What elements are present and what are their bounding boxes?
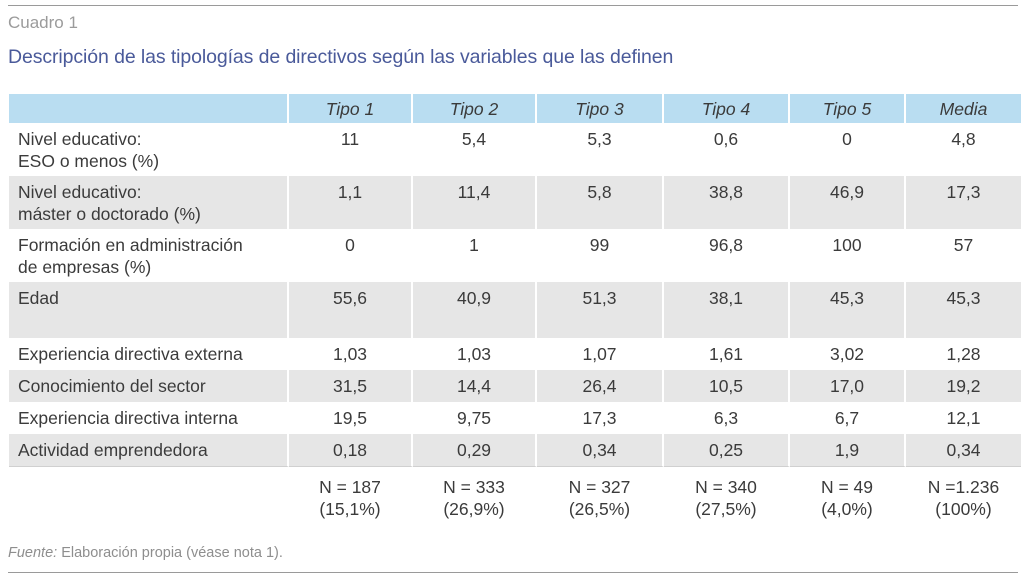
table-row: Nivel educativo: máster o doctorado (%) 1… — [9, 176, 1021, 229]
cell: 0,29 — [413, 434, 537, 466]
row-label: Conocimiento del sector — [9, 370, 289, 402]
cell: 0,34 — [906, 434, 1021, 466]
cell: 11,4 — [413, 176, 537, 229]
cell: 1,07 — [537, 338, 664, 370]
cell: 96,8 — [664, 229, 790, 282]
cell: 17,0 — [790, 370, 906, 402]
cell: 0,25 — [664, 434, 790, 466]
total-cell: N = 49 (4,0%) — [790, 466, 906, 526]
cell: 0,6 — [664, 123, 790, 176]
column-header: Tipo 3 — [537, 94, 664, 123]
cell: 1,28 — [946, 344, 981, 364]
typology-table: Tipo 1 Tipo 2 Tipo 3 Tipo 4 Tipo 5 Media… — [9, 94, 1021, 526]
cell: 38,8 — [664, 176, 790, 229]
cell: 45,3 — [906, 282, 1021, 338]
cell: 31,5 — [289, 370, 413, 402]
table-row: Formación en administración de empresas (… — [9, 229, 1021, 282]
header-corner — [9, 94, 289, 123]
cell: 1,1 — [289, 176, 413, 229]
table-row: Actividad emprendedora 0,18 0,29 0,34 0,… — [9, 434, 1021, 466]
top-rule — [8, 5, 1018, 6]
column-header: Tipo 4 — [664, 94, 790, 123]
cell: 10,5 — [664, 370, 790, 402]
cell: 0,34 — [537, 434, 664, 466]
table-title: Descripción de las tipologías de directi… — [8, 46, 674, 68]
row-label: Nivel educativo: ESO o menos (%) — [9, 123, 289, 176]
cell: 19,5 — [289, 402, 413, 434]
cell: 17,3 — [906, 176, 1021, 229]
cell: 11 — [289, 123, 413, 176]
cell: 55,6 — [289, 282, 413, 338]
total-cell: N = 187 (15,1%) — [289, 466, 413, 526]
row-label: Experiencia directiva interna — [9, 402, 289, 434]
cell: 99 — [537, 229, 664, 282]
cell: 4,8 — [951, 129, 976, 149]
cell: 17,3 — [537, 402, 664, 434]
cell: 6,7 — [790, 402, 906, 434]
column-header: Tipo 1 — [289, 94, 413, 123]
column-header: Media — [906, 94, 1021, 123]
row-label: Formación en administración de empresas (… — [9, 229, 289, 282]
cell: 40,9 — [413, 282, 537, 338]
cell: 0,18 — [289, 434, 413, 466]
cell: 1,9 — [790, 434, 906, 466]
cell: 6,3 — [664, 402, 790, 434]
cell: 26,4 — [537, 370, 664, 402]
bottom-rule — [8, 572, 1018, 573]
cell: 46,9 — [790, 176, 906, 229]
cell: 38,1 — [664, 282, 790, 338]
table-row: Experiencia directiva externa 1,03 1,03 … — [9, 338, 1021, 370]
cell: 100 — [790, 229, 906, 282]
cell: 3,02 — [790, 338, 906, 370]
row-label: Edad — [9, 282, 289, 338]
header-row: Tipo 1 Tipo 2 Tipo 3 Tipo 4 Tipo 5 Media — [9, 94, 1021, 123]
cell: 14,4 — [413, 370, 537, 402]
cell: 1,03 — [413, 338, 537, 370]
total-cell: N = 340 (27,5%) — [664, 466, 790, 526]
cell: 9,75 — [413, 402, 537, 434]
table-row: Experiencia directiva interna 19,5 9,75 … — [9, 402, 1021, 434]
table-row: Nivel educativo: ESO o menos (%) 11 5,4 5… — [9, 123, 1021, 176]
cell: 1,03 — [289, 338, 413, 370]
cell: 12,1 — [946, 408, 981, 428]
cell: 5,8 — [537, 176, 664, 229]
cell: 0 — [790, 123, 906, 176]
cell: 1,61 — [664, 338, 790, 370]
table-number: Cuadro 1 — [8, 13, 78, 32]
row-label: Nivel educativo: máster o doctorado (%) — [9, 176, 289, 229]
column-header: Tipo 5 — [790, 94, 906, 123]
total-cell: N = 333 (26,9%) — [413, 466, 537, 526]
source-text: Elaboración propia (véase nota 1). — [57, 545, 283, 561]
totals-row: N = 187 (15,1%) N = 333 (26,9%) N = 327 (26… — [9, 466, 1021, 526]
totals-label — [9, 466, 289, 526]
cell: 45,3 — [790, 282, 906, 338]
source-label: Fuente: — [8, 545, 58, 561]
cell: 51,3 — [537, 282, 664, 338]
row-label: Actividad emprendedora — [9, 434, 289, 466]
cell: 0 — [289, 229, 413, 282]
cell: 5,4 — [413, 123, 537, 176]
table-row: Edad 55,6 40,9 51,3 38,1 45,3 45,3 — [9, 282, 1021, 338]
source-note: Fuente: Elaboración propia (véase nota 1… — [8, 545, 283, 561]
cell: 57 — [953, 235, 974, 255]
table-row: Conocimiento del sector 31,5 14,4 26,4 1… — [9, 370, 1021, 402]
cell: 1 — [413, 229, 537, 282]
column-header: Tipo 2 — [413, 94, 537, 123]
cell: 5,3 — [537, 123, 664, 176]
cell: 19,2 — [906, 370, 1021, 402]
total-cell: N = 327 (26,5%) — [537, 466, 664, 526]
row-label: Experiencia directiva externa — [9, 338, 289, 370]
total-cell: N =1.236 (100%) — [906, 466, 1021, 526]
